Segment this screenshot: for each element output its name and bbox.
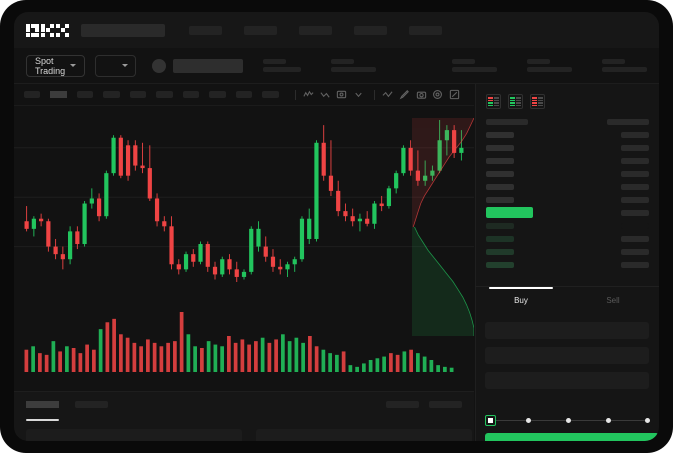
amount-field[interactable] [485,347,649,364]
orderbook-ask-row[interactable] [486,182,649,191]
app-header [14,12,659,48]
submit-order-button[interactable] [485,433,659,441]
bottom-action-2[interactable] [429,401,462,408]
market-type-select[interactable]: Spot Trading [26,54,86,77]
orderbook-header-amount [607,119,649,125]
drawing-tools-icon[interactable] [398,88,412,102]
trade-tabs: Buy Sell [475,286,659,314]
stat-4 [527,59,572,72]
orderbook-ask-row[interactable] [486,195,649,204]
bottom-action-1[interactable] [386,401,419,408]
tab-buy[interactable]: Buy [475,287,567,314]
orderbook-ask-row[interactable] [486,143,649,152]
price-field[interactable] [485,322,649,339]
orderbook-ask-row[interactable] [486,130,649,139]
orderbook-asks-icon[interactable] [530,94,545,109]
timeframe-10[interactable] [262,91,279,98]
orders-panel [14,391,474,441]
slider-step-2[interactable] [566,418,571,423]
timeframe-7[interactable] [182,91,200,98]
tab-sell[interactable]: Sell [606,296,620,305]
orderbook-rows [476,130,659,269]
chevron-down-icon [70,64,77,67]
orderbook-ask-row[interactable] [486,169,649,178]
candlestick-chart[interactable] [14,106,474,296]
app-screen: Spot Trading [14,12,659,441]
stat-1 [263,59,301,72]
amount-slider[interactable] [485,415,650,427]
timeframe-1[interactable] [24,91,41,98]
compare-icon[interactable] [318,88,332,102]
tab-open-orders[interactable] [26,401,59,408]
orderbook-ask-row[interactable] [486,156,649,165]
timeframe-9[interactable] [235,91,253,98]
volume-chart [14,306,474,376]
okx-logo[interactable] [26,23,69,37]
nav-item-5[interactable] [409,25,442,35]
orderbook-view-modes [476,84,659,117]
settings-icon[interactable] [431,88,445,102]
nav-item-1[interactable] [189,25,222,35]
timeframe-2[interactable] [50,91,67,98]
stat-3 [452,59,497,72]
toolbar-divider [294,89,296,100]
market-stats [263,59,647,72]
orderbook-bid-row[interactable] [486,260,649,269]
pair-avatar [152,58,166,73]
orderbook-both-icon[interactable] [486,94,501,109]
toolbar-divider [374,89,376,100]
orders-fields [26,429,472,441]
sub-toolbar: Spot Trading [14,48,659,84]
tab-order-history[interactable] [75,401,108,408]
camera-icon[interactable] [414,88,428,102]
timeframe-6[interactable] [156,91,173,98]
nav-item-2[interactable] [244,25,277,35]
price-block [152,58,243,73]
fullscreen-icon[interactable] [447,88,461,102]
last-price-value [173,58,243,73]
orders-tabs [14,392,474,408]
chart-type-icon[interactable] [381,88,395,102]
slider-step-4[interactable] [645,418,650,423]
header-nav [189,25,442,35]
depth-chart-overlay [412,118,474,336]
nav-item-3[interactable] [299,25,332,35]
orderbook-header-price [486,119,528,125]
slider-step-1[interactable] [526,418,531,423]
orderbook-bid-row[interactable] [486,247,649,256]
stat-2 [331,59,376,72]
orderbook-current-price-row[interactable] [486,207,649,218]
timeframe-8[interactable] [209,91,226,98]
orders-field-1[interactable] [26,429,242,441]
chart-toolbar [14,84,474,106]
orderbook-column-headers [476,117,659,130]
market-type-label: Spot Trading [35,55,66,76]
trade-form [475,314,659,406]
chevron-down-icon[interactable] [352,88,366,102]
orderbook-bid-row[interactable] [486,221,649,230]
orderbook-bid-row[interactable] [486,234,649,243]
search-input[interactable] [81,23,165,37]
total-field[interactable] [485,372,649,389]
timeframe-4[interactable] [103,91,120,98]
timeframe-5[interactable] [129,91,147,98]
timeframe-3[interactable] [76,91,94,98]
nav-item-4[interactable] [354,25,387,35]
chart-panel[interactable] [14,106,474,391]
orders-field-2[interactable] [256,429,472,441]
active-tab-indicator [26,419,59,421]
stat-5 [602,59,647,72]
template-icon[interactable] [335,88,349,102]
slider-step-3[interactable] [606,418,611,423]
slider-handle[interactable] [485,415,496,426]
indicator-icon[interactable] [302,88,316,102]
orders-actions [386,401,462,408]
orderbook-bids-icon[interactable] [508,94,523,109]
chevron-down-icon [122,64,128,67]
pair-select[interactable] [95,54,136,77]
